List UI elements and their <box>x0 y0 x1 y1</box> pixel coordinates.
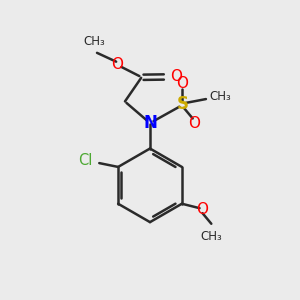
Text: S: S <box>176 95 188 113</box>
Text: N: N <box>143 115 157 133</box>
Text: O: O <box>112 56 124 71</box>
Text: O: O <box>188 116 200 131</box>
Text: O: O <box>170 69 182 84</box>
Text: CH₃: CH₃ <box>83 35 105 48</box>
Text: O: O <box>176 76 188 91</box>
Text: CH₃: CH₃ <box>200 230 222 243</box>
Text: CH₃: CH₃ <box>209 91 231 103</box>
Text: O: O <box>196 202 208 217</box>
Text: Cl: Cl <box>78 153 92 168</box>
